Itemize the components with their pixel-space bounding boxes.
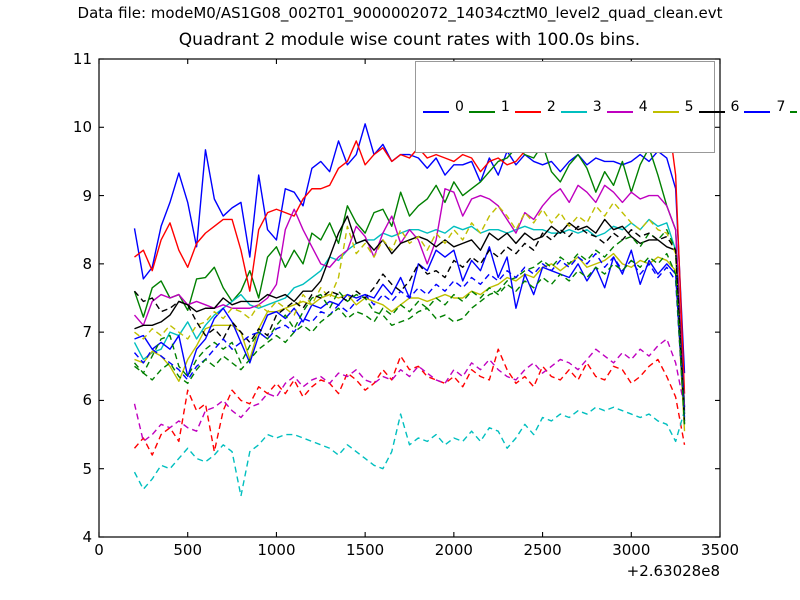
legend-label: 5 [684, 99, 694, 115]
chart-title: Quadrant 2 module wise count rates with … [178, 30, 641, 50]
y-tick-label: 5 [82, 459, 92, 478]
series-line-1 [133, 143, 686, 408]
series-line-14 [133, 252, 686, 421]
legend-line-swatch [789, 102, 800, 113]
legend-entry-8: 8 [785, 97, 800, 117]
legend-line-swatch [698, 102, 726, 113]
y-tick-label: 10 [72, 118, 92, 137]
legend-label: 0 [455, 99, 464, 115]
axes-frame [98, 58, 721, 538]
legend-entry-7: 7 [739, 97, 785, 117]
legend-line-swatch [560, 102, 588, 113]
legend-line-swatch [422, 102, 450, 113]
legend-entry-1: 1 [464, 97, 510, 117]
legend-label: 6 [730, 99, 740, 115]
legend-label: 3 [592, 99, 602, 115]
legend-line-swatch [652, 102, 680, 113]
legend-label: 1 [500, 99, 510, 115]
y-tick-label: 8 [82, 254, 92, 273]
x-tick-label: 500 [173, 541, 203, 559]
legend-entry-0: 0 [418, 97, 464, 117]
series-line-4 [133, 184, 686, 411]
series-line-0 [133, 123, 686, 374]
x-tick-label: 2500 [523, 541, 562, 559]
legend: 0123456789101112131415 [415, 61, 800, 153]
y-tick-label: 4 [82, 528, 92, 546]
legend-entry-4: 4 [602, 97, 648, 117]
data-file-label: Data file: modeM0/AS1G08_002T01_90000020… [77, 4, 723, 22]
legend-entry-3: 3 [556, 97, 602, 117]
data-lines [133, 102, 686, 497]
x-tick-label: 1000 [257, 541, 296, 559]
series-line-13 [133, 225, 686, 425]
axis-ticks [98, 58, 721, 538]
x-tick-label: 0 [94, 541, 104, 559]
y-tick-label: 6 [82, 391, 92, 410]
x-tick-label: 2000 [434, 541, 473, 559]
series-line-8 [133, 229, 686, 421]
series-line-9 [133, 348, 686, 456]
series-line-6 [134, 215, 686, 415]
series-line-15 [134, 252, 686, 425]
legend-entry-2: 2 [510, 97, 556, 117]
series-line-11 [133, 338, 686, 443]
y-tick-label: 9 [82, 186, 92, 205]
legend-line-swatch [606, 102, 634, 113]
series-line-10 [133, 406, 686, 497]
legend-line-swatch [468, 102, 496, 113]
legend-entries: 0123456789101112131415 [416, 62, 800, 152]
legend-entry-5: 5 [648, 97, 694, 117]
x-tick-label: 1500 [346, 541, 385, 559]
y-tick-label: 7 [82, 323, 92, 342]
x-tick-label: 3500 [700, 541, 740, 559]
legend-entry-6: 6 [694, 97, 740, 117]
y-tick-label: 11 [72, 50, 92, 68]
legend-label: 7 [776, 99, 786, 115]
legend-label: 4 [638, 99, 648, 115]
x-axis-offset-label: +2.63028e8 [626, 562, 720, 580]
series-line-12 [134, 201, 686, 428]
legend-line-swatch [514, 102, 542, 113]
legend-label: 2 [546, 99, 556, 115]
legend-line-swatch [743, 102, 771, 113]
x-tick-label: 3000 [612, 541, 651, 559]
